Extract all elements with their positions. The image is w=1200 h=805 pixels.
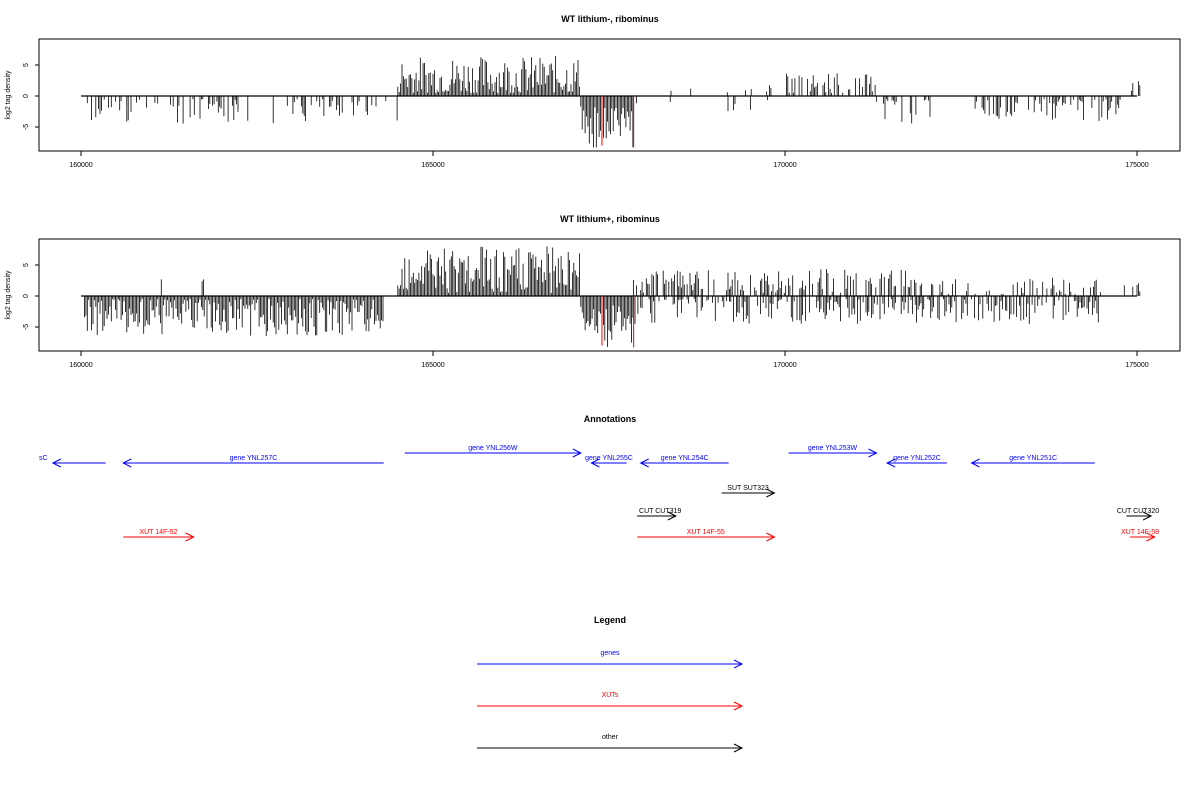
feature-label: gene YNL255C	[585, 455, 633, 462]
y-tick-label: -5	[23, 324, 30, 330]
annotations-title: Annotations	[584, 414, 637, 424]
feature-arrowhead	[970, 458, 980, 468]
y-tick-label: 5	[23, 63, 30, 67]
y-tick-label: 0	[23, 294, 30, 298]
feature-label: gene YNL254C	[661, 455, 709, 462]
legend-item-XUTs: XUTs	[477, 692, 744, 711]
legend-label: other	[602, 734, 619, 741]
x-tick-label: 170000	[773, 162, 796, 169]
annotation-feature[interactable]: gene YNL251C	[970, 455, 1095, 468]
x-ticks: 160000 165000 170000 175000	[69, 151, 1149, 169]
y-ticks: -5 0 5	[23, 263, 39, 330]
annotation-feature[interactable]: sC	[39, 455, 106, 468]
feature-arrowhead	[667, 511, 677, 521]
annotation-feature[interactable]: CUT CUT319	[637, 508, 681, 521]
annotation-feature[interactable]: CUT CUT320	[1117, 508, 1159, 521]
y-tick-label: 0	[23, 94, 30, 98]
feature-label: XUT 14F-52	[139, 529, 177, 536]
legend-arrowhead	[733, 659, 744, 669]
feature-arrowhead	[51, 458, 62, 468]
feature-arrowhead	[868, 448, 878, 458]
legend-label: genes	[600, 650, 620, 657]
annotation-feature[interactable]: gene YNL257C	[122, 455, 384, 468]
feature-label: gene YNL253W	[808, 445, 858, 452]
signal-bars	[86, 56, 1141, 148]
annotation-feature[interactable]: gene YNL256W	[404, 445, 582, 458]
legend-arrowhead	[733, 701, 744, 711]
y-tick-label: -5	[23, 124, 30, 130]
annotations-track: Annotations sC gene YNL257C gene YNL256W ge…	[39, 414, 1159, 542]
feature-label: CUT CUT320	[1117, 508, 1159, 515]
x-tick-label: 165000	[421, 162, 444, 169]
panel-title: WT lithium-, ribominus	[561, 14, 659, 24]
annotation-feature[interactable]: XUT 14F-55	[637, 529, 776, 542]
feature-label: sC	[39, 455, 48, 462]
legend-item-genes: genes	[477, 650, 744, 669]
feature-label: gene YNL256W	[468, 445, 518, 452]
feature-label: gene YNL251C	[1009, 455, 1057, 462]
x-tick-label: 175000	[1125, 362, 1148, 369]
feature-label: gene YNL257C	[230, 455, 278, 462]
feature-arrowhead	[122, 458, 132, 468]
feature-list: sC gene YNL257C gene YNL256W gene YNL255C ge…	[39, 445, 1159, 542]
legend-arrowhead	[733, 743, 744, 753]
x-tick-label: 160000	[69, 362, 92, 369]
legend-item-other: other	[477, 734, 744, 753]
plot-frame	[38, 238, 1181, 352]
x-ticks: 160000 165000 170000 175000	[69, 351, 1149, 369]
feature-label: XUT 14F-55	[687, 529, 725, 536]
feature-arrowhead	[572, 448, 582, 458]
x-tick-label: 170000	[773, 362, 796, 369]
x-tick-label: 175000	[1125, 162, 1148, 169]
x-tick-label: 165000	[421, 362, 444, 369]
y-axis-label: log2 tag density	[5, 270, 12, 320]
annotation-feature[interactable]: gene YNL255C	[585, 455, 633, 468]
bar-series	[81, 56, 1141, 148]
track-panel-lithium-plus: WT lithium+, ribominus log2 tag density …	[5, 214, 1181, 369]
feature-arrowhead	[639, 458, 649, 468]
feature-label: gene YNL252C	[893, 455, 941, 462]
legend: Legend genes XUTs other	[477, 615, 744, 753]
annotation-feature[interactable]: gene YNL254C	[639, 455, 729, 468]
feature-label: CUT CUT319	[639, 508, 681, 515]
annotation-feature[interactable]: XUT 14F-52	[123, 529, 195, 542]
annotation-feature[interactable]: gene YNL252C	[885, 455, 947, 468]
annotation-feature[interactable]: SUT SUT323	[721, 485, 776, 498]
feature-arrowhead	[885, 458, 896, 468]
x-tick-label: 160000	[69, 162, 92, 169]
feature-arrowhead	[185, 532, 195, 542]
y-tick-label: 5	[23, 263, 30, 267]
annotation-feature[interactable]: XUT 14F-59	[1121, 529, 1159, 542]
legend-items: genes XUTs other	[477, 650, 744, 753]
y-axis-label: log2 tag density	[5, 70, 12, 120]
annotation-feature[interactable]: gene YNL253W	[788, 445, 878, 458]
legend-label: XUTs	[602, 692, 619, 699]
panel-title: WT lithium+, ribominus	[560, 214, 660, 224]
signal-bars	[84, 246, 1141, 347]
feature-arrowhead	[766, 532, 776, 542]
bar-series	[81, 246, 1141, 348]
feature-arrowhead	[766, 488, 776, 498]
feature-arrowhead	[590, 458, 600, 468]
feature-label: SUT SUT323	[727, 485, 769, 492]
feature-label: XUT 14F-59	[1121, 529, 1159, 536]
y-ticks: -5 0 5	[23, 63, 39, 130]
feature-arrowhead	[1146, 532, 1156, 542]
track-panel-lithium-minus: WT lithium-, ribominus log2 tag density …	[5, 14, 1181, 169]
feature-arrowhead	[1142, 511, 1153, 521]
legend-title: Legend	[594, 615, 626, 625]
plot-frame	[38, 38, 1181, 152]
